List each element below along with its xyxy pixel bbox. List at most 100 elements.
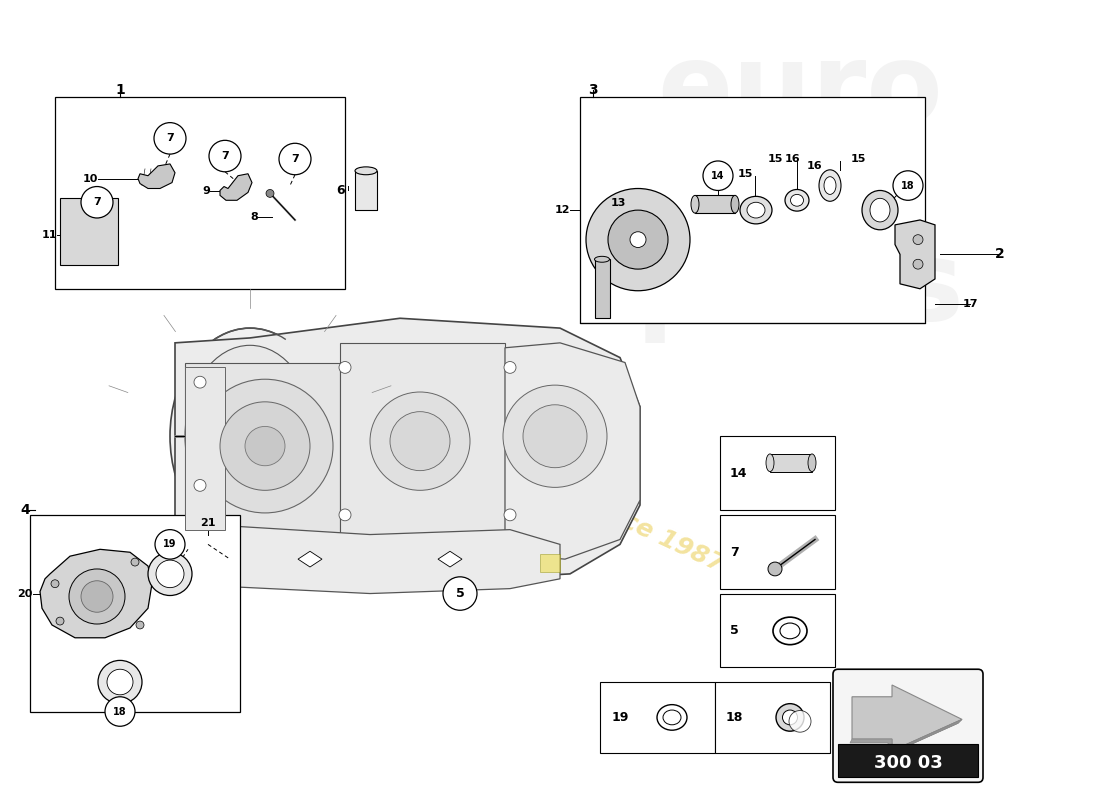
Ellipse shape (355, 167, 377, 174)
Circle shape (194, 376, 206, 388)
Text: 300 03: 300 03 (873, 754, 943, 772)
Ellipse shape (657, 705, 688, 730)
Text: 7: 7 (730, 546, 739, 558)
Bar (60, 198, 118, 265)
Ellipse shape (789, 710, 811, 732)
Polygon shape (852, 685, 962, 751)
Text: 14: 14 (712, 170, 725, 181)
Ellipse shape (776, 704, 804, 731)
Polygon shape (298, 551, 322, 567)
Text: 8: 8 (251, 212, 258, 222)
Text: 4: 4 (20, 503, 30, 517)
Text: 15: 15 (768, 154, 783, 164)
Ellipse shape (185, 346, 315, 527)
Circle shape (504, 509, 516, 521)
Circle shape (69, 569, 125, 624)
Text: 6: 6 (337, 184, 345, 197)
Text: 17: 17 (962, 298, 978, 309)
Circle shape (893, 170, 923, 200)
Ellipse shape (594, 256, 609, 262)
Bar (55, 97, 345, 289)
Ellipse shape (766, 454, 774, 472)
Bar (838, 744, 978, 778)
Ellipse shape (782, 710, 797, 725)
Ellipse shape (824, 177, 836, 194)
Ellipse shape (732, 195, 739, 213)
Circle shape (245, 426, 285, 466)
Text: 15: 15 (737, 169, 752, 178)
Text: 10: 10 (82, 174, 98, 184)
Text: 21: 21 (200, 518, 216, 528)
Circle shape (148, 552, 192, 595)
FancyBboxPatch shape (833, 670, 983, 782)
Text: 18: 18 (113, 706, 127, 717)
Circle shape (194, 479, 206, 491)
Text: 13: 13 (610, 198, 626, 208)
Text: 16: 16 (784, 154, 800, 164)
Bar (340, 343, 505, 559)
Circle shape (370, 392, 470, 490)
Text: 5: 5 (455, 587, 464, 600)
Text: 2: 2 (996, 247, 1005, 262)
Ellipse shape (773, 617, 807, 645)
Text: 1: 1 (116, 83, 125, 97)
Bar (185, 367, 226, 530)
Bar (720, 515, 835, 589)
Bar (540, 554, 560, 572)
Circle shape (156, 560, 184, 588)
Circle shape (104, 697, 135, 726)
Circle shape (608, 210, 668, 269)
Circle shape (131, 558, 139, 566)
Ellipse shape (170, 328, 330, 544)
Circle shape (209, 140, 241, 172)
Polygon shape (175, 318, 640, 584)
Circle shape (279, 143, 311, 174)
Ellipse shape (791, 194, 803, 206)
Bar (720, 436, 835, 510)
Circle shape (98, 660, 142, 704)
Polygon shape (190, 525, 560, 594)
Circle shape (504, 362, 516, 374)
Circle shape (107, 670, 133, 695)
Bar (720, 594, 835, 667)
Ellipse shape (808, 454, 816, 472)
Circle shape (339, 509, 351, 521)
Text: 16: 16 (807, 161, 823, 171)
Circle shape (56, 617, 64, 625)
Bar (695, 195, 735, 213)
Circle shape (136, 621, 144, 629)
Bar (595, 259, 610, 318)
Circle shape (81, 581, 113, 612)
Circle shape (703, 161, 733, 190)
Ellipse shape (780, 623, 800, 638)
Bar (770, 454, 812, 472)
Ellipse shape (691, 195, 698, 213)
Circle shape (522, 405, 587, 468)
Ellipse shape (820, 170, 842, 202)
Text: 19: 19 (163, 539, 177, 550)
Ellipse shape (663, 710, 681, 725)
Text: 18: 18 (726, 711, 744, 724)
Ellipse shape (740, 196, 772, 224)
Polygon shape (895, 220, 935, 289)
Text: 9: 9 (202, 186, 210, 197)
Text: euro
car
parts: euro car parts (636, 38, 965, 342)
Text: 7: 7 (94, 198, 101, 207)
Text: 5: 5 (730, 625, 739, 638)
Text: 14: 14 (730, 467, 748, 480)
Ellipse shape (747, 202, 764, 218)
Bar (185, 362, 340, 550)
Circle shape (913, 259, 923, 269)
Bar (30, 515, 240, 711)
Circle shape (154, 122, 186, 154)
Polygon shape (888, 719, 962, 754)
Bar (355, 170, 377, 210)
Text: 15: 15 (850, 154, 866, 164)
Polygon shape (40, 550, 152, 638)
Circle shape (81, 186, 113, 218)
Polygon shape (850, 719, 962, 754)
Circle shape (503, 385, 607, 487)
Circle shape (768, 562, 782, 576)
Circle shape (586, 189, 690, 290)
Circle shape (339, 362, 351, 374)
